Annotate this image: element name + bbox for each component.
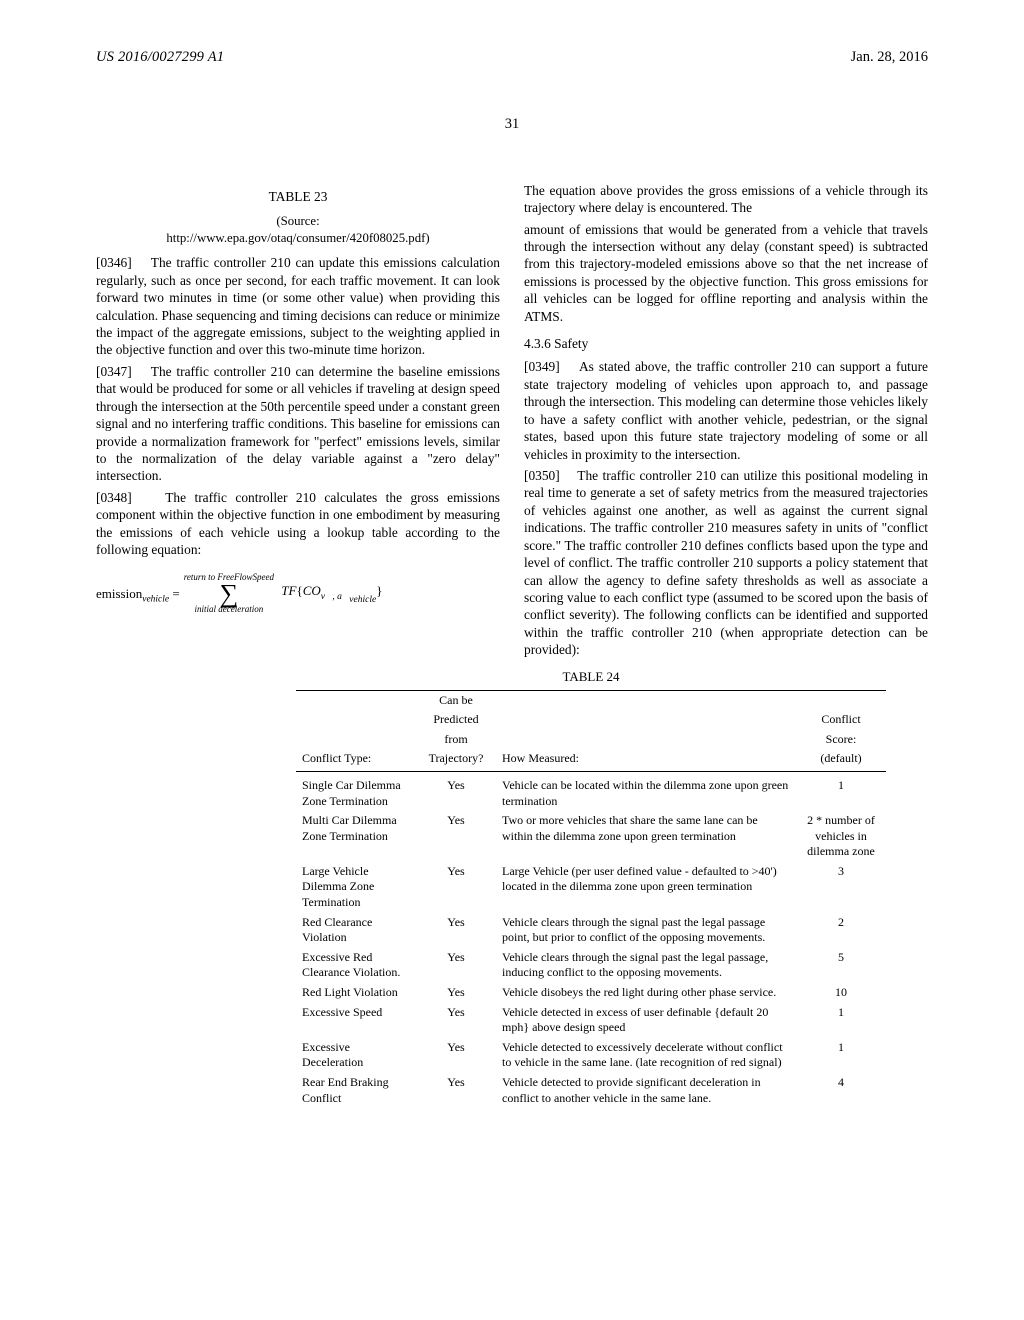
table-row: Rear End Braking ConflictYesVehicle dete… (296, 1073, 886, 1108)
cell-predicted: Yes (416, 811, 496, 862)
cell-how-measured: Vehicle detected to provide significant … (496, 1073, 796, 1108)
table-row: Excessive SpeedYesVehicle detected in ex… (296, 1003, 886, 1038)
page-header: US 2016/0027299 A1 Jan. 28, 2016 (96, 48, 928, 67)
eq-CO: CO (303, 583, 321, 598)
table-head: Can be Predicted Conflict from Score: Co… (296, 690, 886, 771)
cell-predicted: Yes (416, 913, 496, 948)
para-0350: [0350] The traffic controller 210 can ut… (524, 467, 928, 659)
table24: TABLE 24 Can be Predicted Conflict from … (296, 669, 886, 1109)
cell-score: 10 (796, 983, 886, 1003)
cell-how-measured: Vehicle clears through the signal past t… (496, 913, 796, 948)
cell-conflict-type: Excessive Speed (296, 1003, 416, 1038)
cell-how-measured: Two or more vehicles that share the same… (496, 811, 796, 862)
cell-conflict-type: Red Light Violation (296, 983, 416, 1003)
table-row: Excessive DecelerationYesVehicle detecte… (296, 1038, 886, 1073)
safety-section-heading: 4.3.6 Safety (524, 335, 928, 352)
cell-score: 1 (796, 1038, 886, 1073)
cell-how-measured: Vehicle disobeys the red light during ot… (496, 983, 796, 1003)
cell-score: 1 (796, 771, 886, 811)
th-conflict-type: Conflict Type: (296, 749, 416, 771)
cell-predicted: Yes (416, 862, 496, 913)
cell-conflict-type: Excessive Red Clearance Violation. (296, 948, 416, 983)
para-emissions-continued: amount of emissions that would be genera… (524, 221, 928, 326)
table-row: Red Light ViolationYesVehicle disobeys t… (296, 983, 886, 1003)
summation-icon: return to FreeFlowSpeed ∑ initial decele… (184, 573, 274, 614)
cell-how-measured: Vehicle can be located within the dilemm… (496, 771, 796, 811)
para-number: [0346] (96, 255, 132, 270)
cell-score: 2 * number of vehicles in dilemma zone (796, 811, 886, 862)
table-body: Single Car Dilemma Zone TerminationYesVe… (296, 771, 886, 1108)
para-number: [0349] (524, 359, 560, 374)
cell-score: 5 (796, 948, 886, 983)
th-predicted-b: Predicted (416, 710, 496, 730)
para-0346: [0346] The traffic controller 210 can up… (96, 254, 500, 359)
eq-CO-sub2: vehicle (349, 595, 376, 605)
cell-how-measured: Vehicle detected in excess of user defin… (496, 1003, 796, 1038)
eq-lhs: emission (96, 586, 142, 601)
para-number: [0347] (96, 364, 132, 379)
cell-predicted: Yes (416, 1073, 496, 1108)
th-predicted-a: Can be (416, 690, 496, 710)
cell-conflict-type: Red Clearance Violation (296, 913, 416, 948)
cell-predicted: Yes (416, 1003, 496, 1038)
table-row: Single Car Dilemma Zone TerminationYesVe… (296, 771, 886, 811)
para-text: As stated above, the traffic controller … (524, 359, 928, 461)
cell-how-measured: Large Vehicle (per user defined value - … (496, 862, 796, 913)
page-number: 31 (96, 115, 928, 134)
th-predicted-d: Trajectory? (416, 749, 496, 771)
th-score-c: (default) (796, 749, 886, 771)
cell-predicted: Yes (416, 771, 496, 811)
cell-predicted: Yes (416, 1038, 496, 1073)
cell-conflict-type: Single Car Dilemma Zone Termination (296, 771, 416, 811)
cell-conflict-type: Excessive Deceleration (296, 1038, 416, 1073)
publication-date: Jan. 28, 2016 (851, 48, 928, 67)
para-number: [0350] (524, 468, 560, 483)
eq-TF: TF (281, 583, 296, 598)
cell-predicted: Yes (416, 948, 496, 983)
source-label: (Source: (276, 214, 319, 228)
cell-how-measured: Vehicle detected to excessively decelera… (496, 1038, 796, 1073)
th-predicted-c: from (416, 730, 496, 750)
eq-sum-bottom: initial deceleration (195, 605, 264, 614)
para-0349: [0349] As stated above, the traffic cont… (524, 358, 928, 463)
conflict-table: Can be Predicted Conflict from Score: Co… (296, 690, 886, 1109)
body-columns: TABLE 23 (Source: http://www.epa.gov/ota… (96, 182, 928, 659)
para-text: The traffic controller 210 can determine… (96, 364, 500, 484)
cell-conflict-type: Multi Car Dilemma Zone Termination (296, 811, 416, 862)
th-score-a: Conflict (796, 710, 886, 730)
th-how-measured: How Measured: (496, 749, 796, 771)
cell-conflict-type: Large Vehicle Dilemma Zone Termination (296, 862, 416, 913)
para-text: The traffic controller 210 calculates th… (96, 490, 500, 557)
para-0347: [0347] The traffic controller 210 can de… (96, 363, 500, 485)
eq-CO-sub: v⃗, a⃗ (321, 592, 350, 602)
cell-score: 3 (796, 862, 886, 913)
cell-how-measured: Vehicle clears through the signal past t… (496, 948, 796, 983)
cell-score: 1 (796, 1003, 886, 1038)
source-url: http://www.epa.gov/otaq/consumer/420f080… (166, 231, 429, 245)
table-row: Red Clearance ViolationYesVehicle clears… (296, 913, 886, 948)
eq-equals: = (172, 586, 179, 601)
para-text: The traffic controller 210 can utilize t… (524, 468, 928, 657)
publication-number: US 2016/0027299 A1 (96, 48, 224, 67)
cell-score: 2 (796, 913, 886, 948)
table24-title: TABLE 24 (296, 669, 886, 686)
cell-predicted: Yes (416, 983, 496, 1003)
th-score-b: Score: (796, 730, 886, 750)
emission-equation: emissionvehicle = return to FreeFlowSpee… (96, 573, 500, 614)
table23-heading: TABLE 23 (96, 188, 500, 205)
eq-lhs-sub: vehicle (142, 595, 169, 605)
table-row: Multi Car Dilemma Zone TerminationYesTwo… (296, 811, 886, 862)
cell-score: 4 (796, 1073, 886, 1108)
para-text: The traffic controller 210 can update th… (96, 255, 500, 357)
table-row: Large Vehicle Dilemma Zone TerminationYe… (296, 862, 886, 913)
para-number: [0348] (96, 490, 132, 505)
table-row: Excessive Red Clearance Violation.YesVeh… (296, 948, 886, 983)
table23-source: (Source: http://www.epa.gov/otaq/consume… (96, 213, 500, 246)
para-0348: [0348] The traffic controller 210 calcul… (96, 489, 500, 559)
cell-conflict-type: Rear End Braking Conflict (296, 1073, 416, 1108)
para-after-eq: The equation above provides the gross em… (524, 182, 928, 217)
